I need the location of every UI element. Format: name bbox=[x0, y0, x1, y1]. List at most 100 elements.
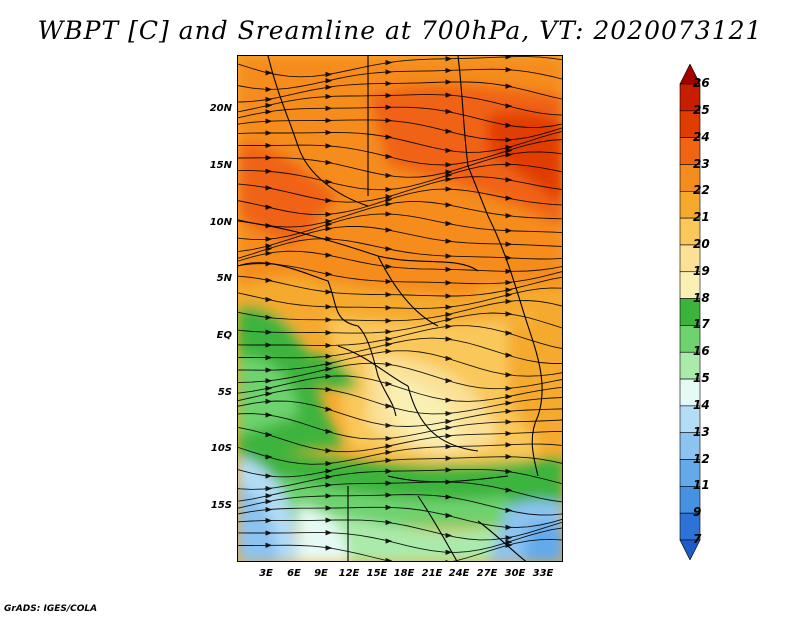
streamline-arrow bbox=[325, 468, 333, 474]
lat-label: 10S bbox=[210, 443, 232, 454]
streamline-arrow bbox=[325, 505, 333, 511]
colorbar-label: 15 bbox=[693, 371, 710, 386]
streamline-arrow bbox=[265, 385, 273, 391]
streamline-arrow bbox=[385, 291, 393, 298]
streamline-arrow bbox=[385, 80, 393, 87]
streamline-arrow bbox=[445, 147, 453, 154]
streamline-arrow bbox=[445, 169, 453, 175]
streamline-arrow bbox=[265, 542, 273, 548]
colorbar-label: 19 bbox=[693, 263, 710, 278]
streamline-arrow bbox=[265, 96, 273, 103]
streamline-arrow bbox=[325, 197, 333, 204]
streamline-arrow bbox=[505, 147, 513, 154]
streamline-arrow bbox=[325, 448, 333, 454]
streamline-arrow bbox=[385, 449, 393, 455]
streamline-arrow bbox=[265, 314, 273, 321]
streamline-arrow bbox=[445, 67, 453, 74]
streamline-arrow bbox=[445, 410, 453, 417]
streamline-arrow bbox=[325, 143, 333, 149]
streamline-arrow bbox=[385, 361, 393, 368]
streamline-arrow bbox=[325, 179, 333, 185]
streamline-arrow bbox=[505, 468, 513, 475]
streamline-arrow bbox=[505, 430, 513, 437]
streamline-arrow bbox=[505, 152, 513, 158]
streamline-arrow bbox=[325, 221, 333, 227]
streamline-arrow bbox=[265, 168, 273, 174]
streamline-arrow bbox=[445, 425, 453, 431]
streamline-arrow bbox=[505, 67, 513, 73]
streamline-arrow bbox=[325, 482, 333, 488]
streamline-arrow bbox=[505, 279, 513, 286]
streamline-arrow bbox=[445, 336, 453, 342]
lon-label: 12E bbox=[338, 568, 360, 579]
lon-label: 30E bbox=[504, 568, 526, 579]
streamline-arrow bbox=[445, 108, 453, 115]
streamline-arrow bbox=[445, 316, 453, 323]
streamline-arrow bbox=[505, 268, 513, 274]
streamline-arrow bbox=[265, 70, 273, 76]
streamline-arrow bbox=[445, 293, 453, 299]
streamline-arrow bbox=[505, 408, 513, 414]
streamline-arrow bbox=[385, 104, 393, 110]
streamline-arrow bbox=[325, 386, 333, 393]
streamline-arrow bbox=[445, 266, 453, 273]
streamline-arrow bbox=[265, 102, 273, 109]
streamline-arrow bbox=[385, 422, 393, 429]
streamline-arrow bbox=[265, 155, 273, 161]
lon-label: 9E bbox=[314, 568, 328, 579]
streamline-arrow bbox=[265, 473, 273, 479]
streamline-arrow bbox=[385, 336, 393, 342]
streamline-arrow bbox=[445, 304, 453, 310]
streamline-arrow bbox=[265, 530, 273, 536]
lon-label: 33E bbox=[532, 568, 554, 579]
streamline-arrow bbox=[325, 361, 333, 367]
streamline-arrow bbox=[505, 419, 513, 425]
streamline-arrow bbox=[265, 517, 273, 524]
streamline-arrow bbox=[445, 549, 453, 555]
streamline-arrow bbox=[385, 117, 393, 124]
map-canvas bbox=[238, 56, 562, 561]
streamline-arrow bbox=[325, 428, 333, 435]
streamline-arrow bbox=[325, 530, 333, 536]
streamline-arrow bbox=[265, 398, 273, 405]
streamline-arrow bbox=[385, 457, 393, 464]
streamline-arrow bbox=[385, 246, 393, 252]
streamline-arrow bbox=[385, 504, 393, 511]
lon-label: 18E bbox=[393, 568, 415, 579]
streamline-arrow bbox=[445, 418, 453, 425]
lat-label: 15S bbox=[210, 500, 232, 511]
colorbar-label: 21 bbox=[693, 210, 710, 225]
streamline-arrow bbox=[385, 134, 393, 140]
streamline-arrow bbox=[385, 318, 393, 324]
streamline-arrow bbox=[325, 252, 333, 258]
streamline-arrow bbox=[505, 122, 513, 129]
colorbar-label: 26 bbox=[693, 76, 710, 90]
streamline-arrow bbox=[445, 220, 453, 227]
lat-label: 15N bbox=[209, 160, 232, 171]
colorbar-label: 9 bbox=[693, 505, 702, 520]
streamline-arrow bbox=[505, 539, 513, 545]
streamline-arrow bbox=[505, 228, 513, 234]
streamline-arrow bbox=[445, 355, 453, 362]
streamline-arrow bbox=[445, 92, 453, 98]
streamline-arrow bbox=[445, 172, 453, 178]
streamline-arrow bbox=[265, 109, 273, 115]
streamline-arrow bbox=[385, 381, 393, 387]
colorbar-label: 20 bbox=[693, 236, 710, 251]
streamline-arrow bbox=[385, 348, 393, 354]
streamline-arrow bbox=[325, 373, 333, 380]
streamline-arrow bbox=[505, 442, 513, 448]
streamline-arrow bbox=[445, 186, 453, 192]
streamline-arrow bbox=[265, 296, 273, 303]
streamline-arrow bbox=[385, 194, 393, 200]
streamline-arrow bbox=[325, 517, 333, 523]
streamline-arrow bbox=[385, 227, 393, 233]
streamline-arrow bbox=[385, 558, 393, 561]
streamline-arrow bbox=[325, 84, 333, 90]
streamline-arrow bbox=[325, 353, 333, 359]
streamline-arrow bbox=[385, 263, 393, 270]
lat-label: EQ bbox=[216, 330, 232, 341]
lat-label: 5N bbox=[216, 273, 232, 284]
streamline-arrow bbox=[325, 289, 333, 295]
lon-label: 15E bbox=[366, 568, 388, 579]
